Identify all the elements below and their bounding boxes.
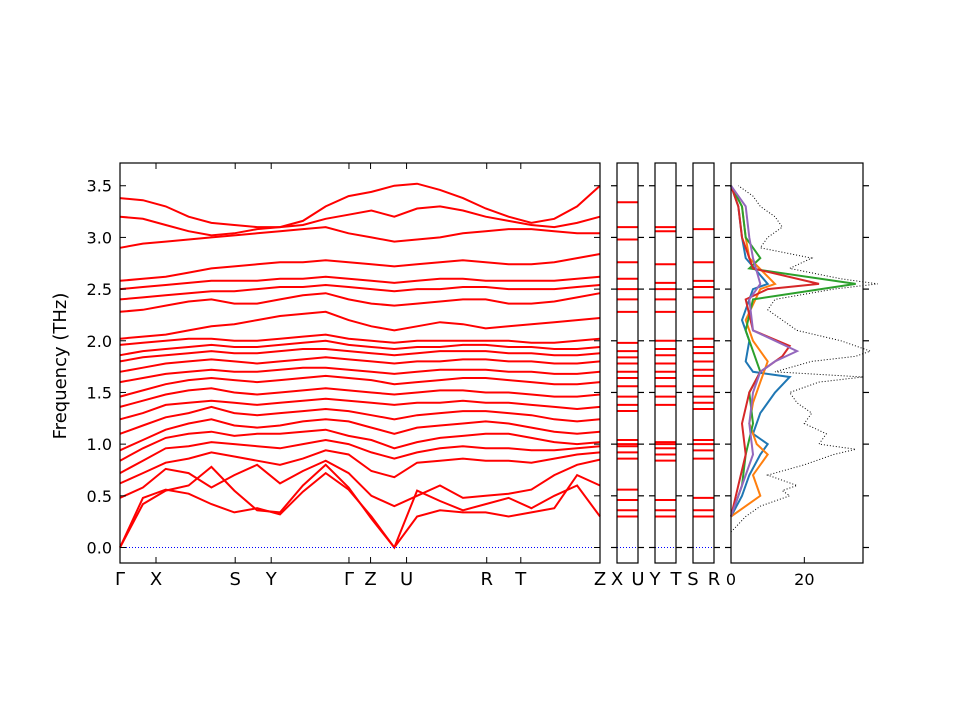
band-line-18: [119, 283, 601, 301]
x-tick-label-1: X: [150, 569, 162, 590]
x-tick-label-9: Z: [594, 569, 606, 590]
band-line-6: [119, 418, 601, 452]
y-tick-label-7: 3.5: [87, 177, 112, 196]
x-tick-label-2: S: [229, 569, 240, 590]
small-panel-2-tick-label-0: S: [687, 569, 698, 590]
y-tick-label-2: 1.0: [87, 435, 112, 454]
x-tick-label-4: Γ: [344, 569, 354, 590]
band-line-10: [119, 374, 601, 398]
band-line-2: [119, 458, 601, 508]
x-tick-label-3: Y: [265, 569, 278, 590]
band-line-11: [119, 366, 601, 384]
band-line-17: [119, 292, 601, 313]
dos-series-0: [730, 185, 878, 533]
small-panel-1-tick-label-0: Y: [649, 569, 662, 590]
x-tick-label-7: R: [480, 569, 493, 590]
y-tick-label-6: 3.0: [87, 228, 112, 247]
band-line-4: [119, 438, 601, 474]
dos-x-tick-label-1: 20: [794, 570, 814, 589]
panel-frame-0: [119, 162, 601, 564]
dos-series-5: [730, 185, 800, 517]
panel-frame-1: [616, 162, 639, 564]
band-line-7: [119, 405, 601, 435]
band-line-8: [119, 397, 601, 421]
band-line-21: [119, 226, 600, 249]
dos-series-1: [730, 185, 792, 517]
band-line-15: [119, 333, 601, 346]
y-tick-label-0: 0.0: [87, 538, 112, 557]
axes-layer: 0.00.51.01.52.02.53.03.5Γ X S Y Γ Z U R T Z X U Y T S R…: [87, 162, 869, 590]
x-tick-label-0: Γ: [115, 569, 125, 590]
band-line-13: [119, 348, 601, 363]
band-line-16: [119, 310, 601, 340]
small-panel-0-tick-label-1: U: [631, 569, 644, 590]
band-line-5: [119, 428, 601, 462]
x-tick-label-5: Z: [364, 569, 376, 590]
band-line-12: [119, 356, 601, 373]
y-tick-label-5: 2.5: [87, 280, 112, 299]
small-panel-1-tick-label-1: T: [670, 569, 683, 590]
panel-frame-4: [730, 162, 864, 564]
band-line-3: [119, 449, 601, 485]
band-line-19: [119, 275, 601, 291]
y-tick-label-3: 1.5: [87, 383, 112, 402]
y-tick-label-1: 0.5: [87, 487, 112, 506]
small-panel-2-tick-label-1: R: [708, 569, 721, 590]
panel-frame-2: [654, 162, 677, 564]
band-line-20: [119, 253, 601, 282]
dos-series-2: [730, 185, 777, 518]
dos-x-tick-label-0: 0: [726, 570, 736, 589]
y-axis-label: Frequency (THz): [50, 293, 71, 440]
small-panel-0-tick-label-0: X: [611, 569, 623, 590]
y-tick-label-4: 2.0: [87, 332, 112, 351]
band-line-22: [119, 205, 601, 237]
band-line-9: [119, 387, 601, 408]
band-line-14: [119, 339, 601, 357]
band-line-23: [119, 182, 601, 229]
panel-frame-3: [692, 162, 715, 564]
x-tick-label-8: T: [514, 569, 527, 590]
band-line-1: [119, 463, 601, 550]
curves-layer: [119, 182, 878, 550]
x-tick-label-6: U: [400, 569, 413, 590]
